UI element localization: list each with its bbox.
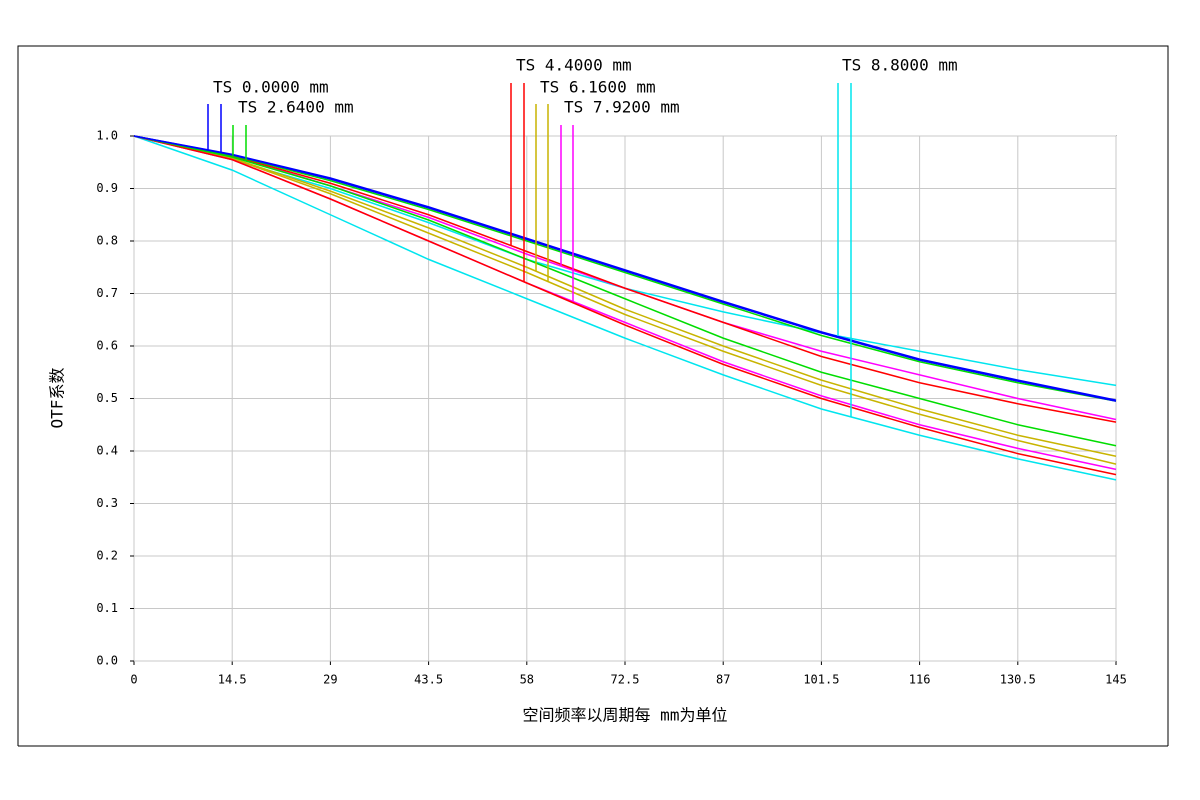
x-tick-label: 14.5 xyxy=(218,673,247,687)
x-tick-label: 116 xyxy=(909,673,931,687)
y-tick-label: 0.4 xyxy=(96,444,118,458)
legend-label: TS 0.0000 mm xyxy=(213,78,329,97)
curve xyxy=(133,135,1117,476)
y-tick-label: 0.3 xyxy=(96,496,118,510)
curve xyxy=(133,135,1117,401)
y-tick-label: 0.6 xyxy=(96,339,118,353)
x-tick-label: 145 xyxy=(1105,673,1127,687)
curve xyxy=(133,135,1117,457)
curve xyxy=(133,135,1117,402)
curve xyxy=(133,135,1117,423)
y-tick-label: 0.1 xyxy=(96,601,118,615)
x-tick-label: 58 xyxy=(520,673,534,687)
y-tick-label: 0.0 xyxy=(96,654,118,668)
y-axis-label: OTF系数 xyxy=(48,368,67,429)
curve xyxy=(133,135,1117,402)
x-tick-label: 43.5 xyxy=(414,673,443,687)
curve xyxy=(133,135,1117,447)
legend-label: TS 7.9200 mm xyxy=(564,98,680,117)
legend-label: TS 8.8000 mm xyxy=(842,56,958,75)
x-tick-label: 72.5 xyxy=(611,673,640,687)
y-tick-label: 0.5 xyxy=(96,391,118,405)
legend-label: TS 2.6400 mm xyxy=(238,98,354,117)
x-tick-label: 87 xyxy=(716,673,730,687)
y-tick-label: 0.2 xyxy=(96,549,118,563)
curve xyxy=(133,135,1117,465)
legend-label: TS 4.4000 mm xyxy=(516,56,632,75)
y-tick-label: 0.8 xyxy=(96,234,118,248)
frame xyxy=(17,45,1169,746)
x-tick-label: 130.5 xyxy=(1000,673,1036,687)
y-tick-label: 1.0 xyxy=(96,129,118,143)
x-tick-label: 101.5 xyxy=(803,673,839,687)
legend-label: TS 6.1600 mm xyxy=(540,78,656,97)
curve xyxy=(133,135,1117,481)
x-tick-label: 29 xyxy=(323,673,337,687)
x-axis-label: 空间频率以周期每 mm为单位 xyxy=(523,706,728,725)
y-tick-label: 0.9 xyxy=(96,181,118,195)
x-tick-label: 0 xyxy=(130,673,137,687)
y-tick-label: 0.7 xyxy=(96,286,118,300)
